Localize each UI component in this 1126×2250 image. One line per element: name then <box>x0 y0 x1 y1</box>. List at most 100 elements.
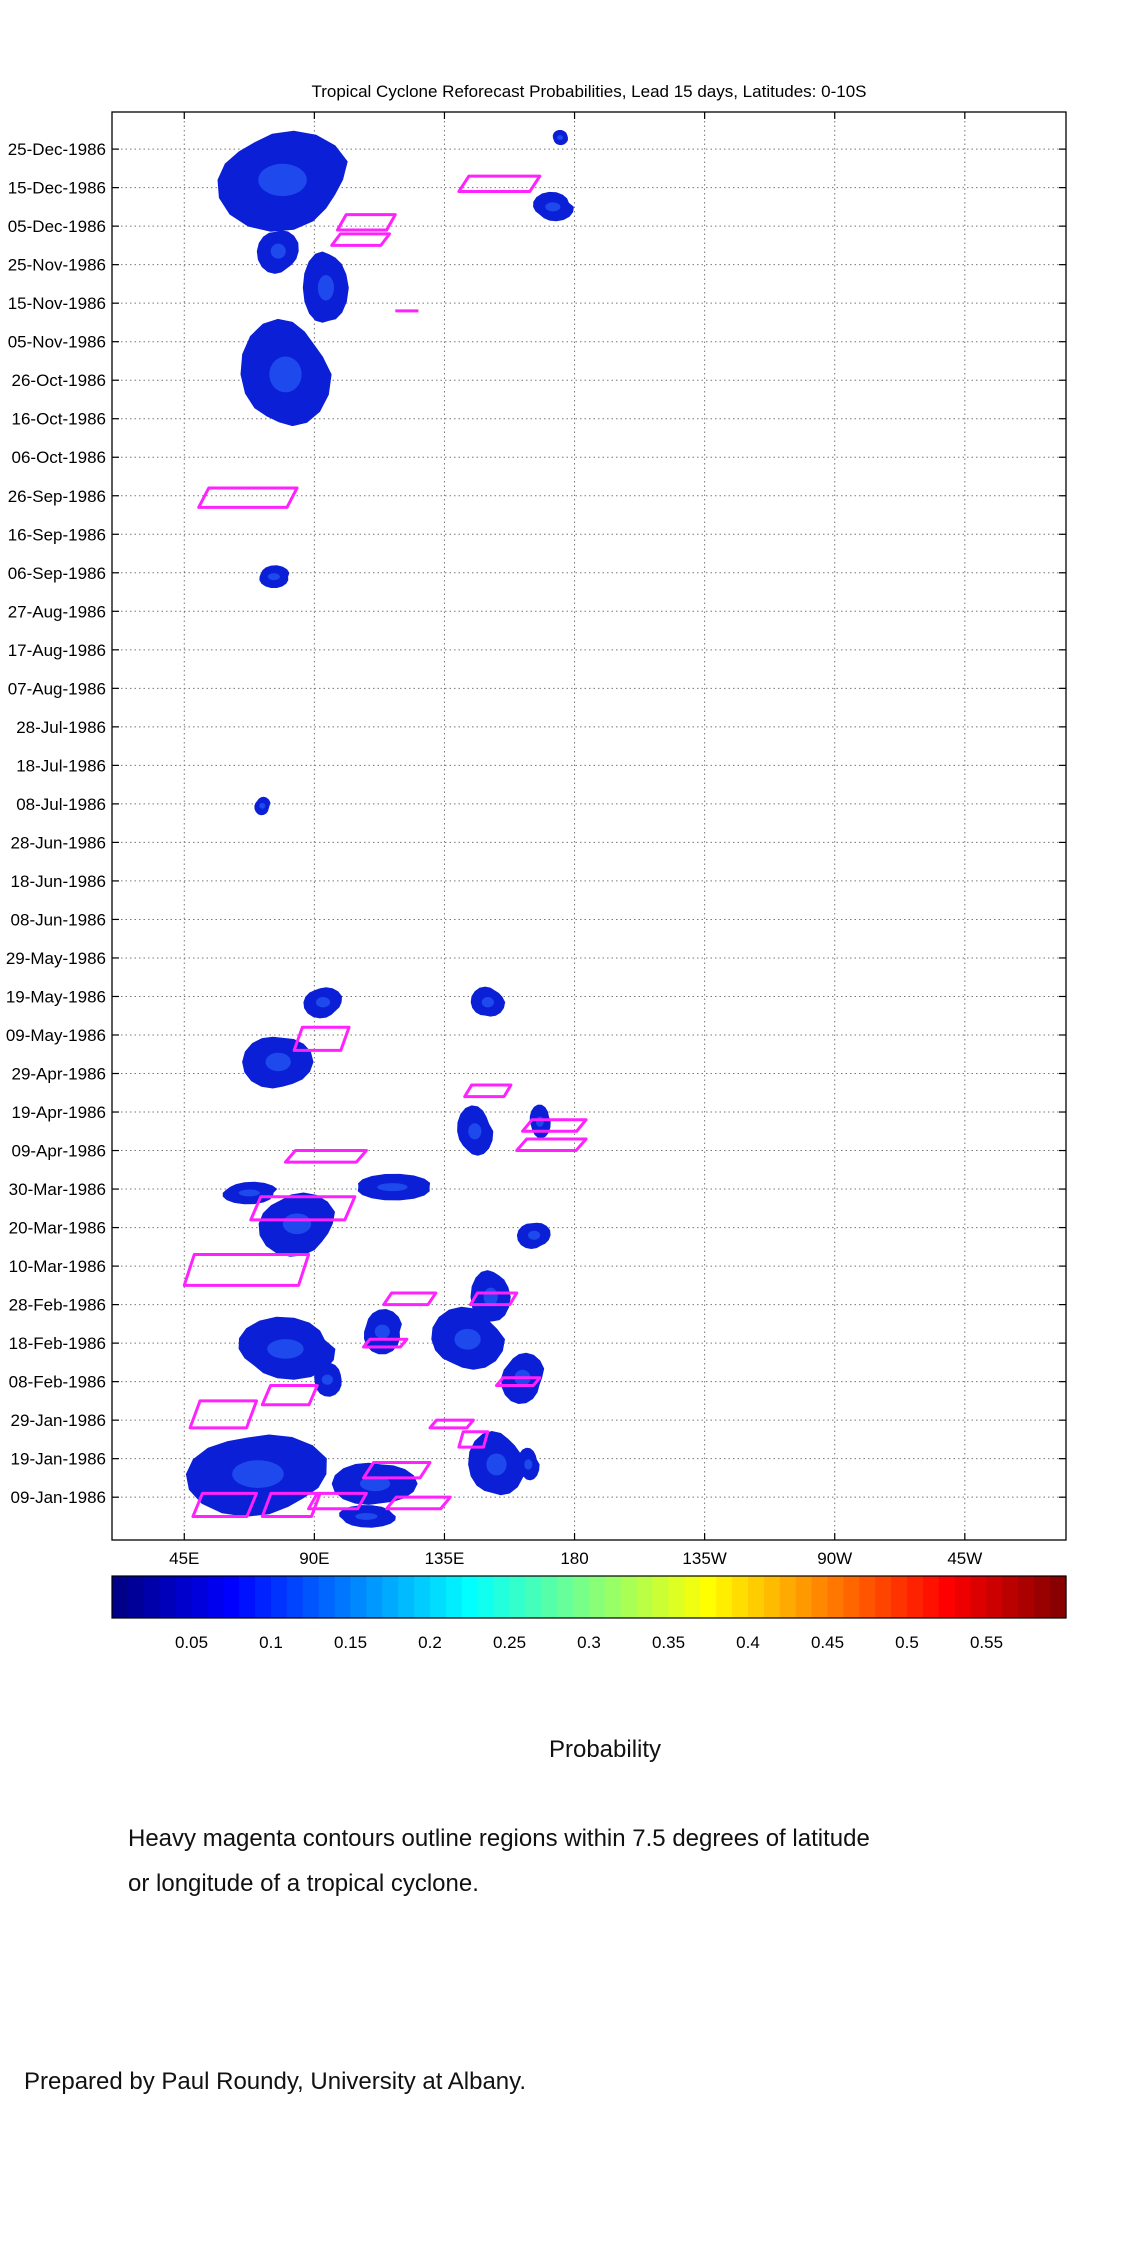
colorbar-segment <box>525 1576 542 1618</box>
probability-region-core <box>468 1123 482 1140</box>
colorbar-tick-label: 0.5 <box>895 1633 919 1652</box>
probability-region-core <box>282 1213 312 1235</box>
cyclone-contour <box>494 1376 542 1387</box>
y-tick-label: 29-Jan-1986 <box>11 1411 106 1430</box>
cyclone-contour <box>292 1025 351 1052</box>
colorbar-segment <box>1018 1576 1035 1618</box>
y-tick-label: 25-Dec-1986 <box>8 140 106 159</box>
caption-line-2: or longitude of a tropical cyclone. <box>128 1870 479 1897</box>
cyclone-contour <box>521 1118 588 1133</box>
x-axis: 45E 90E 135E 180 135W 90W 45W <box>169 112 982 1568</box>
colorbar-segment <box>445 1576 463 1618</box>
colorbar-segment <box>207 1576 224 1618</box>
colorbar-tick-label: 0.25 <box>493 1633 526 1652</box>
colorbar-segment <box>700 1576 717 1618</box>
colorbar-segment <box>350 1576 367 1618</box>
probability-region-core <box>238 1189 260 1197</box>
colorbar-segment <box>716 1576 733 1618</box>
cyclone-contour <box>260 1383 319 1407</box>
colorbar-title: Probability <box>548 1736 662 1763</box>
colorbar-segment <box>175 1576 193 1618</box>
y-tick-label: 29-May-1986 <box>6 949 106 968</box>
colorbar-segment <box>286 1576 304 1618</box>
cyclone-contour <box>335 213 397 232</box>
probability-region-core <box>269 356 302 393</box>
colorbar-segment <box>938 1576 956 1618</box>
y-tick-label: 16-Sep-1986 <box>8 525 106 544</box>
colorbar-segment <box>970 1576 988 1618</box>
probability-region-core <box>267 1339 304 1359</box>
probability-region-core <box>259 802 266 809</box>
y-tick-label: 10-Mar-1986 <box>9 1257 106 1276</box>
colorbar-segment <box>589 1576 606 1618</box>
x-tick-label: 90E <box>299 1549 329 1568</box>
y-tick-label: 17-Aug-1986 <box>8 641 106 660</box>
colorbar-segment <box>604 1576 622 1618</box>
cyclone-contour <box>260 1491 322 1518</box>
cyclone-contour <box>362 1461 432 1480</box>
colorbar-segment <box>191 1576 208 1618</box>
probability-region-core <box>486 1453 507 1476</box>
cyclone-contour <box>307 1491 368 1511</box>
y-tick-label: 28-Feb-1986 <box>9 1296 106 1315</box>
x-tick-label: 180 <box>560 1549 588 1568</box>
y-tick-label: 30-Mar-1986 <box>9 1180 106 1199</box>
colorbar-tick-label: 0.15 <box>334 1633 367 1652</box>
colorbar-segment <box>859 1576 876 1618</box>
colorbar-segment <box>398 1576 415 1618</box>
colorbar-segment <box>541 1576 558 1618</box>
colorbar-segment <box>636 1576 654 1618</box>
y-tick-label: 08-Jul-1986 <box>16 795 106 814</box>
colorbar-segment <box>302 1576 320 1618</box>
probability-region-core <box>265 1052 291 1072</box>
colorbar-segment <box>827 1576 844 1618</box>
probability-region-core <box>317 275 335 301</box>
colorbar-segment <box>382 1576 399 1618</box>
y-tick-label: 09-May-1986 <box>6 1026 106 1045</box>
probability-region-core <box>355 1512 378 1520</box>
colorbar: 0.05 0.1 0.15 0.2 0.25 0.3 0.35 0.4 0.45 0.5 0.55 <box>111 1575 1067 1652</box>
colorbar-tick-label: 0.4 <box>736 1633 760 1652</box>
cyclone-contour <box>428 1418 475 1430</box>
y-tick-label: 08-Jun-1986 <box>11 910 106 929</box>
cyclone-contour <box>191 1491 259 1518</box>
probability-region-core <box>374 1324 390 1339</box>
y-tick-label: 27-Aug-1986 <box>8 602 106 621</box>
colorbar-segment <box>334 1576 352 1618</box>
colorbar-segment <box>795 1576 813 1618</box>
y-tick-label: 19-Jan-1986 <box>11 1450 106 1469</box>
y-tick-label: 15-Dec-1986 <box>8 179 106 198</box>
colorbar-tick-label: 0.2 <box>418 1633 442 1652</box>
cyclone-contour <box>249 1195 357 1222</box>
y-tick-label: 18-Jul-1986 <box>16 756 106 775</box>
y-tick-label: 19-Apr-1986 <box>11 1103 106 1122</box>
colorbar-tick-label: 0.55 <box>970 1633 1003 1652</box>
colorbar-tick-label: 0.1 <box>259 1633 283 1652</box>
colorbar-segment <box>620 1576 638 1618</box>
cyclone-contour <box>197 486 299 509</box>
colorbar-segment <box>430 1576 447 1618</box>
y-tick-label: 26-Sep-1986 <box>8 487 106 506</box>
colorbar-segment <box>477 1576 495 1618</box>
credit-line: Prepared by Paul Roundy, University at A… <box>24 2068 527 2095</box>
colorbar-segment <box>573 1576 590 1618</box>
y-tick-label: 09-Apr-1986 <box>11 1142 106 1161</box>
probability-region-core <box>377 1183 408 1192</box>
y-tick-label: 06-Sep-1986 <box>8 564 106 583</box>
colorbar-segment <box>922 1576 940 1618</box>
colorbar-segment <box>112 1576 129 1618</box>
cyclone-contour <box>382 1291 438 1307</box>
y-tick-label: 25-Nov-1986 <box>8 256 106 275</box>
y-tick-label: 19-May-1986 <box>6 987 106 1006</box>
probability-region-core <box>528 1230 541 1240</box>
colorbar-segment <box>843 1576 860 1618</box>
cyclone-contour-layer <box>182 174 588 1518</box>
y-tick-label: 16-Oct-1986 <box>12 410 107 429</box>
cyclone-contour <box>457 174 542 193</box>
colorbar-segment <box>811 1576 829 1618</box>
colorbar-segment <box>732 1576 749 1618</box>
colorbar-segment <box>461 1576 479 1618</box>
probability-region-core <box>454 1328 481 1350</box>
y-axis: 25-Dec-1986 15-Dec-1986 05-Dec-1986 25-Nov-… <box>6 140 1066 1507</box>
